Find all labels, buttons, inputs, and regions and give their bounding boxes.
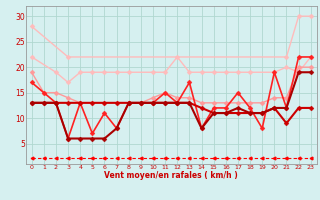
X-axis label: Vent moyen/en rafales ( km/h ): Vent moyen/en rafales ( km/h ) <box>104 171 238 180</box>
